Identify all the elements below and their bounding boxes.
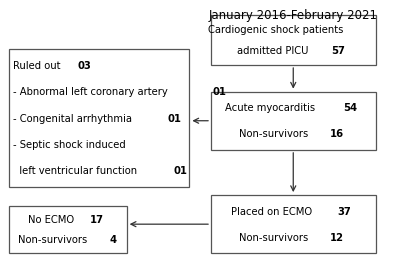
Text: Non-survivors: Non-survivors	[239, 233, 311, 243]
Text: 01: 01	[168, 114, 182, 124]
Text: - Septic shock induced: - Septic shock induced	[13, 140, 126, 150]
Text: 16: 16	[330, 129, 344, 139]
Text: Cardiogenic shock patients: Cardiogenic shock patients	[208, 25, 343, 35]
Text: 03: 03	[77, 61, 91, 71]
Text: 12: 12	[330, 233, 344, 243]
Text: - Abnormal left coronary artery: - Abnormal left coronary artery	[13, 87, 171, 98]
Bar	[211, 92, 376, 150]
Bar	[211, 15, 376, 65]
Text: Non-survivors: Non-survivors	[18, 235, 90, 245]
Bar	[9, 206, 127, 253]
Text: - Congenital arrhythmia: - Congenital arrhythmia	[13, 114, 135, 124]
Text: 37: 37	[338, 207, 352, 217]
Bar	[9, 49, 190, 187]
Text: January 2016-February 2021: January 2016-February 2021	[209, 9, 378, 22]
Text: 01: 01	[174, 166, 188, 176]
Text: 4: 4	[109, 235, 116, 245]
Text: No ECMO: No ECMO	[28, 215, 77, 225]
Text: admitted PICU: admitted PICU	[237, 46, 312, 57]
Text: 01: 01	[213, 87, 227, 98]
Text: Placed on ECMO: Placed on ECMO	[231, 207, 316, 217]
Text: 17: 17	[90, 215, 104, 225]
Text: 54: 54	[343, 103, 357, 113]
Text: Non-survivors: Non-survivors	[239, 129, 311, 139]
Text: 57: 57	[332, 46, 346, 57]
Bar	[211, 195, 376, 253]
Text: Acute myocarditis: Acute myocarditis	[226, 103, 319, 113]
Text: left ventricular function: left ventricular function	[13, 166, 140, 176]
Text: Ruled out: Ruled out	[13, 61, 64, 71]
